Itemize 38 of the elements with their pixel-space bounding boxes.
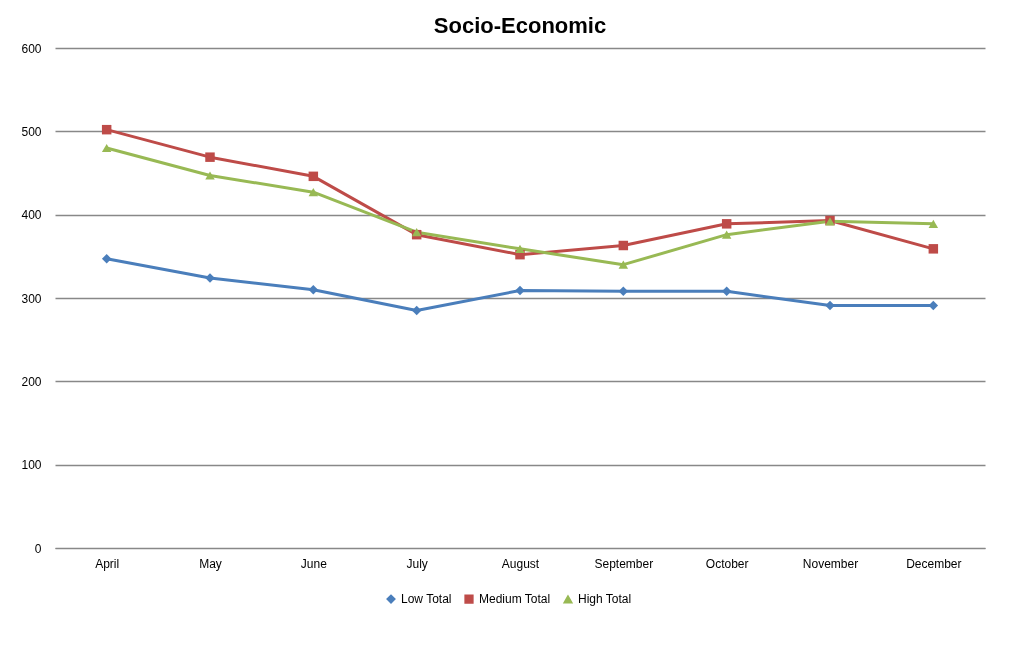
legend-label: Medium Total (479, 592, 551, 607)
point (721, 230, 732, 239)
x-tick-label: December (906, 556, 962, 571)
point (928, 244, 939, 254)
x-tick-label: July (406, 556, 428, 571)
point (205, 171, 215, 180)
y-tick-label: 500 (21, 124, 42, 139)
y-tick-label: 0 (34, 541, 42, 556)
point (101, 254, 112, 264)
x-tick-label: September (594, 556, 654, 571)
x-tick-label: May (199, 556, 222, 571)
y-tick-label: 100 (21, 458, 42, 473)
y-tick-label: 600 (21, 41, 42, 56)
legend-label: High Total (578, 592, 632, 607)
point (411, 305, 422, 316)
point (205, 152, 215, 162)
point (618, 260, 629, 269)
point (928, 219, 939, 228)
x-tick-label: June (300, 556, 328, 571)
point (825, 300, 835, 311)
legend-label: Low Total (401, 592, 452, 607)
x-tick-label: November (802, 556, 859, 571)
x-tick-label: August (501, 556, 540, 571)
x-tick-label: October (705, 556, 749, 571)
chart-title: Socio-Economic (433, 13, 607, 38)
point (101, 124, 112, 135)
point (101, 143, 112, 153)
y-tick-label: 400 (21, 208, 42, 223)
point (618, 240, 629, 251)
point (308, 171, 319, 182)
point (721, 219, 732, 229)
point (308, 284, 319, 295)
point (308, 188, 319, 197)
point (515, 285, 525, 296)
point (515, 244, 525, 253)
y-tick-label: 300 (21, 291, 42, 306)
x-tick-label: April (95, 556, 120, 571)
y-tick-label: 200 (21, 374, 42, 389)
